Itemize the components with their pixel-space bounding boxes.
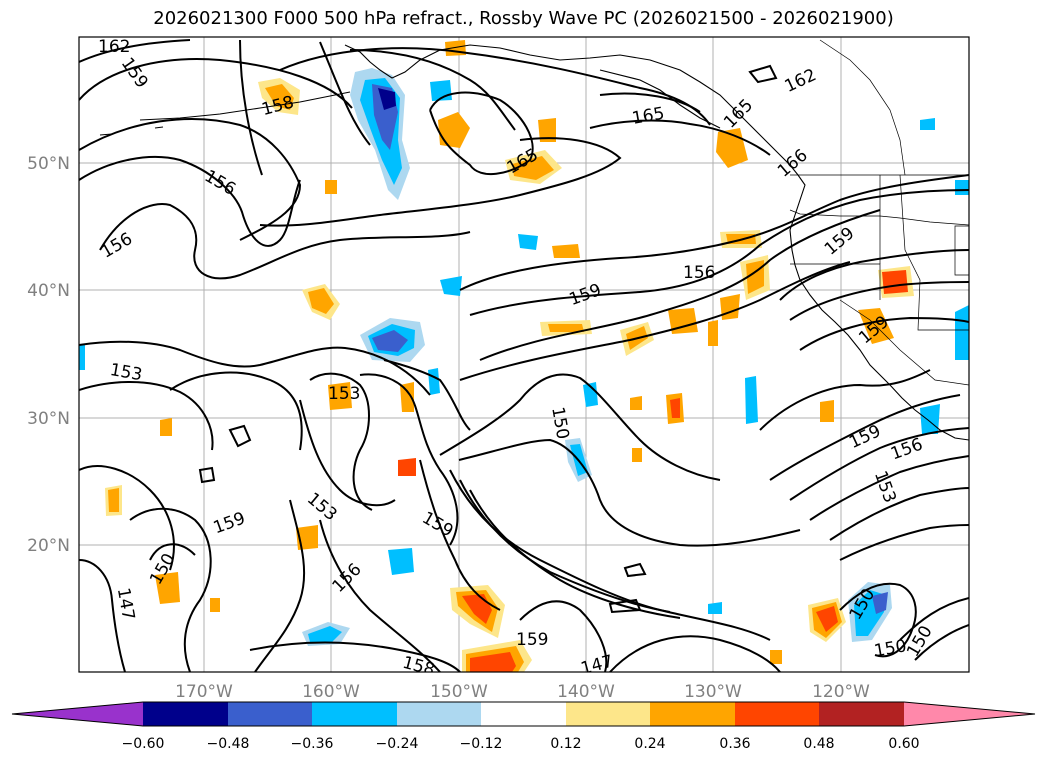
colorbar-tick: 0.60 xyxy=(888,736,919,752)
colorbar-bin xyxy=(566,702,650,726)
lon-label-150w: 150°W xyxy=(430,682,488,702)
colorbar-bin xyxy=(650,702,735,726)
contour-label: 153 xyxy=(328,384,360,404)
map-frame xyxy=(78,36,970,673)
colorbar-bin xyxy=(143,702,228,726)
colorbar: −0.60 −0.48 −0.36 −0.24 −0.12 0.12 0.24 … xyxy=(11,701,1036,752)
contour-label: 162 xyxy=(98,37,130,57)
contour-label: 159 xyxy=(516,630,548,650)
map-title: 2026021300 F000 500 hPa refract., Rossby… xyxy=(153,8,894,29)
colorbar-tick: 0.36 xyxy=(719,736,750,752)
colorbar-bin xyxy=(819,702,904,726)
colorbar-extend-high xyxy=(904,702,1035,726)
colorbar-tick: −0.60 xyxy=(122,736,165,752)
colorbar-bin xyxy=(735,702,819,726)
colorbar-outline xyxy=(11,701,1036,727)
colorbar-bin xyxy=(228,702,312,726)
colorbar-tick: −0.48 xyxy=(207,736,250,752)
colorbar-tick: −0.24 xyxy=(376,736,419,752)
colorbar-bin xyxy=(397,702,481,726)
contour-label: 147 xyxy=(579,651,616,679)
lat-label-40n: 40°N xyxy=(27,281,70,301)
contour-label: 156 xyxy=(683,263,715,283)
colorbar-tick: 0.48 xyxy=(803,736,834,752)
longitude-labels: 170°W 160°W 150°W 140°W 130°W 120°W xyxy=(175,682,870,702)
colorbar-bin xyxy=(312,702,397,726)
lat-label-20n: 20°N xyxy=(27,536,70,556)
colorbar-tick: 0.24 xyxy=(634,736,665,752)
lat-label-30n: 30°N xyxy=(27,409,70,429)
lon-label-160w: 160°W xyxy=(302,682,360,702)
latitude-labels: 50°N 40°N 30°N 20°N xyxy=(27,154,70,556)
lon-label-140w: 140°W xyxy=(557,682,615,702)
anomaly-shading xyxy=(79,40,969,672)
lon-label-130w: 130°W xyxy=(684,682,742,702)
colorbar-tick: 0.12 xyxy=(550,736,581,752)
lon-label-120w: 120°W xyxy=(812,682,870,702)
colorbar-tick: −0.36 xyxy=(291,736,334,752)
lon-label-170w: 170°W xyxy=(175,682,233,702)
coastlines xyxy=(99,39,969,441)
colorbar-tick: −0.12 xyxy=(460,736,503,752)
lat-label-50n: 50°N xyxy=(27,154,70,174)
colorbar-bin xyxy=(481,702,566,726)
colorbar-extend-low xyxy=(12,702,143,726)
map-background xyxy=(79,37,969,672)
